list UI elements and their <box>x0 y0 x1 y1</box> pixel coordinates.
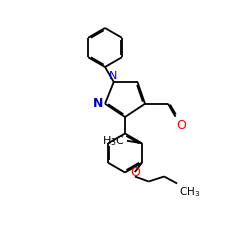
Text: O: O <box>130 166 140 178</box>
Text: N: N <box>108 71 117 81</box>
Text: O: O <box>177 119 186 132</box>
Text: H$_3$C: H$_3$C <box>102 134 126 148</box>
Text: N: N <box>92 97 103 110</box>
Text: CH$_3$: CH$_3$ <box>179 186 200 199</box>
